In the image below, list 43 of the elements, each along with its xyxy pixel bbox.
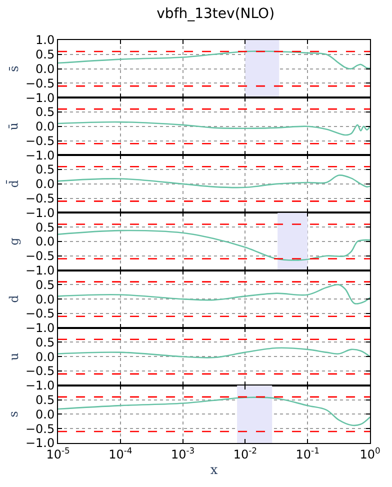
y-tick-label: 0.0	[36, 407, 55, 422]
y-tick-label: 0.5	[36, 393, 55, 408]
x-tick-label: 10$^{0}$	[360, 445, 380, 462]
chart-title: vbfh_13tev(NLO)	[156, 6, 275, 22]
x-tick-label: 10$^{-2}$	[233, 445, 258, 462]
y-axis-title: d̄	[6, 180, 21, 188]
y-tick-label: 0.0	[36, 177, 55, 192]
y-tick-label: 0.5	[36, 278, 55, 292]
y-tick-label: 1.0	[36, 33, 55, 48]
y-axis-title: u	[6, 352, 21, 361]
y-tick-label: −0.5	[25, 364, 55, 378]
x-tick-label: 10$^{-3}$	[170, 445, 195, 462]
y-tick-label: 0.0	[36, 120, 55, 134]
y-axis-title: s̄	[6, 66, 21, 72]
y-tick-label: −0.5	[25, 422, 55, 436]
y-tick-label: 0.0	[36, 292, 55, 306]
y-tick-label: 0.5	[36, 48, 55, 62]
y-tick-label: −1.0	[25, 206, 55, 220]
y-axis-title: g	[6, 237, 21, 246]
y-tick-label: 0.0	[36, 350, 55, 364]
y-tick-label: 0.0	[36, 62, 55, 76]
y-tick-label: 0.5	[36, 105, 55, 120]
y-axis-title: ū	[6, 122, 21, 130]
y-tick-label: −1.0	[25, 263, 55, 278]
y-tick-label: −0.5	[25, 192, 55, 206]
y-tick-label: −0.5	[25, 306, 55, 321]
y-tick-label: 0.5	[36, 162, 55, 177]
y-tick-label: 0.5	[36, 335, 55, 350]
y-tick-label: 0.5	[36, 220, 55, 234]
y-tick-label: −0.5	[25, 76, 55, 90]
x-tick-label: 10$^{-4}$	[108, 445, 132, 462]
y-tick-label: 0.0	[36, 234, 55, 249]
y-axis-title: d	[6, 294, 21, 303]
y-tick-label: −0.5	[25, 249, 55, 264]
y-tick-label: −1.0	[25, 378, 55, 393]
y-tick-label: −1.0	[25, 321, 55, 336]
y-tick-label: −1.0	[25, 90, 55, 105]
x-tick-label: 10$^{-1}$	[296, 445, 320, 462]
y-tick-label: −0.5	[25, 134, 55, 148]
x-axis-title: x	[210, 463, 218, 478]
y-tick-label: −1.0	[25, 148, 55, 162]
y-axis-title: s	[6, 411, 21, 418]
y-tick-label: −1.0	[25, 436, 55, 450]
